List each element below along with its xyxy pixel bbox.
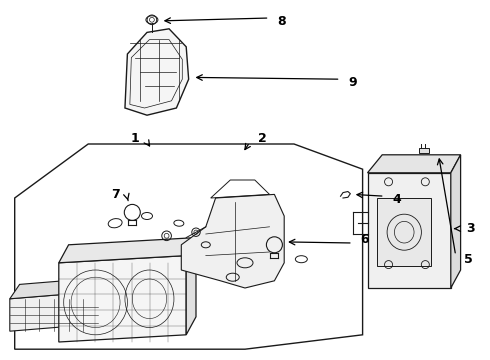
Text: 6: 6 — [361, 233, 369, 246]
Text: 9: 9 — [348, 76, 357, 89]
Polygon shape — [451, 155, 461, 288]
Text: 1: 1 — [130, 132, 139, 145]
Text: 8: 8 — [277, 15, 286, 28]
Text: 2: 2 — [258, 132, 267, 145]
Polygon shape — [10, 292, 98, 331]
Text: 3: 3 — [466, 222, 475, 235]
Polygon shape — [181, 194, 284, 288]
Polygon shape — [368, 155, 461, 173]
Text: 5: 5 — [464, 253, 472, 266]
Text: 4: 4 — [392, 193, 401, 206]
Polygon shape — [59, 256, 186, 342]
Polygon shape — [368, 173, 451, 288]
Polygon shape — [10, 277, 108, 299]
Text: 7: 7 — [111, 188, 120, 201]
Polygon shape — [377, 198, 431, 266]
Polygon shape — [186, 238, 196, 335]
Polygon shape — [59, 238, 196, 263]
Polygon shape — [98, 277, 108, 324]
Polygon shape — [419, 148, 429, 153]
Polygon shape — [125, 29, 189, 115]
